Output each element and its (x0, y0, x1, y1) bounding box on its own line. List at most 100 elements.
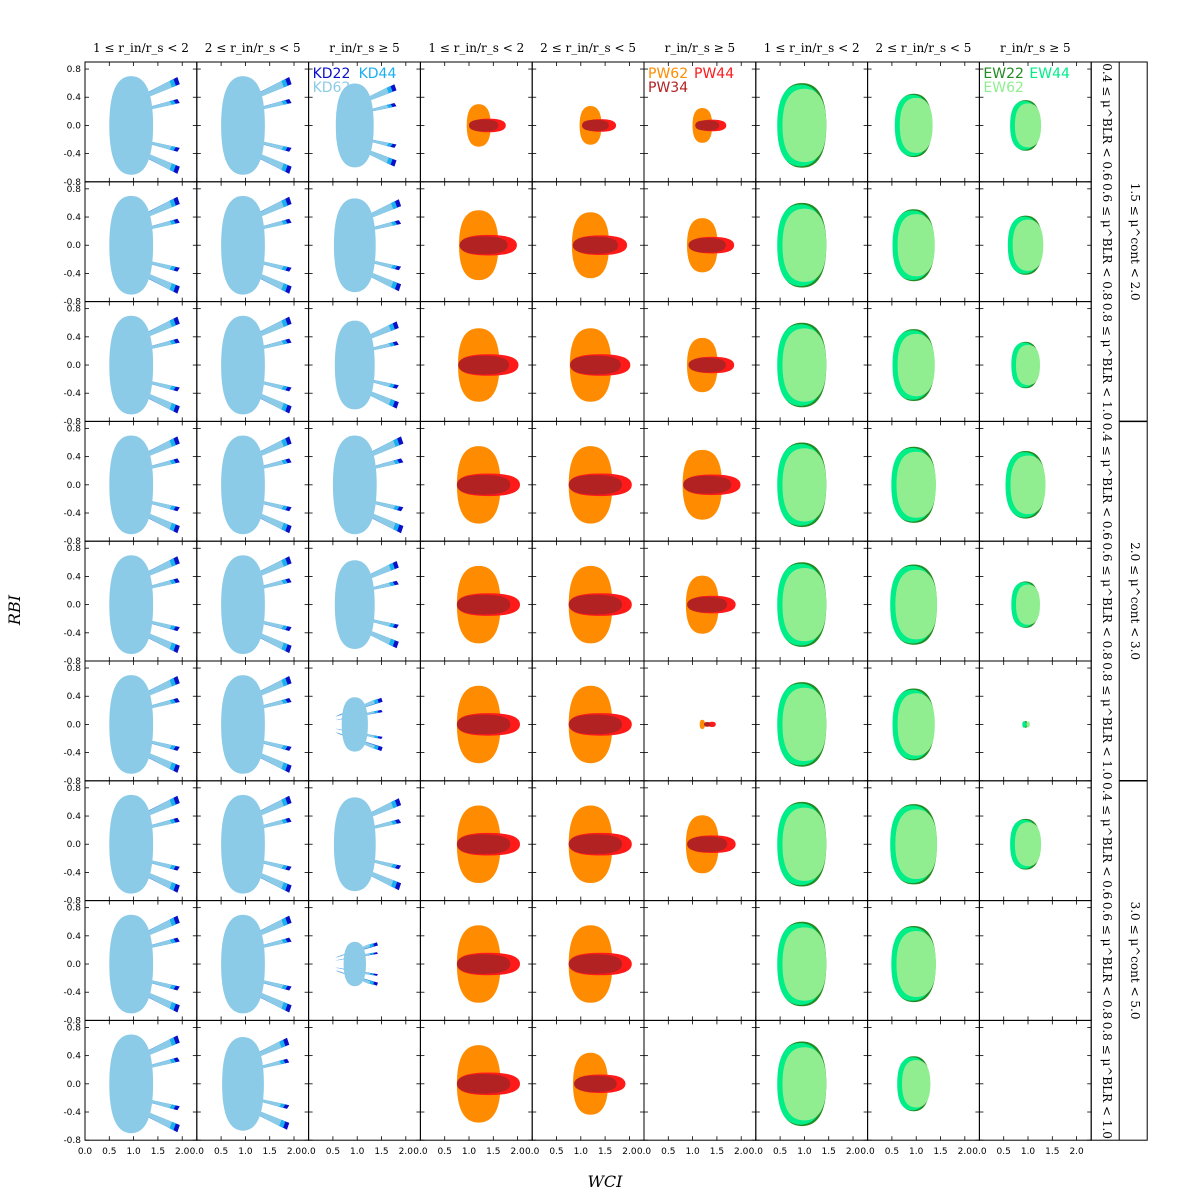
x-tick-label: 1.5 (710, 1147, 724, 1157)
y-tick-label: -0.8 (63, 417, 81, 427)
x-tick-label: 0.0 (749, 1147, 764, 1157)
y-tick-label: -0.8 (63, 657, 81, 667)
panel-r2-c7 (755, 181, 869, 303)
series-pw34-region (568, 834, 623, 855)
series-ew62-region (895, 569, 937, 640)
series-ew62-region (1016, 344, 1040, 386)
x-tick-label: 1.0 (462, 1147, 477, 1157)
panel-r5-c3 (308, 540, 421, 662)
y-tick-label: 0.4 (67, 1052, 82, 1062)
x-tick-label: 2.0 (175, 1147, 190, 1157)
y-tick-label: 0.8 (67, 544, 82, 554)
series-pw34-region (568, 594, 623, 615)
series-ew62-region (782, 328, 827, 402)
column-title: 2 ≤ r_in/r_s < 5 (205, 41, 301, 55)
panel-r5-c2 (196, 540, 310, 662)
series-pw34-region (704, 722, 711, 727)
series-ew62-region (897, 693, 935, 756)
y-tick-label: 0.8 (67, 784, 82, 794)
y-tick-label: 0.0 (67, 241, 82, 251)
row-title: 0.6 ≤ μ^BLR < 0.8 (1100, 183, 1114, 300)
y-tick-label: 0.0 (67, 840, 82, 850)
panel-r5-c8 (867, 540, 980, 662)
series-kd62-core (221, 675, 265, 774)
panel-r4-c2 (196, 420, 310, 542)
x-tick-label: 1.5 (263, 1147, 277, 1157)
series-kd62-core (333, 797, 376, 892)
panel-r5-c7 (755, 540, 869, 662)
y-tick-label: -0.4 (63, 150, 81, 160)
series-ew62-region (782, 208, 827, 282)
x-tick-label: 1.5 (822, 1147, 836, 1157)
legend-ew62: EW62 (983, 80, 1024, 96)
y-tick-label: -0.4 (63, 629, 81, 639)
x-tick-label: 1.0 (1021, 1147, 1036, 1157)
y-tick-label: -0.8 (63, 537, 81, 547)
series-kd62-core (109, 315, 154, 415)
series-ew62-region (782, 807, 827, 881)
x-tick-label: 0.0 (972, 1147, 987, 1157)
series-kd62-core (109, 794, 154, 894)
panel-r3-c6 (643, 301, 757, 422)
x-tick-label: 2.0 (399, 1147, 414, 1157)
series-kd62-core (109, 1034, 154, 1134)
legend-kd22: KD22 (313, 66, 351, 82)
panel-r2-c6 (643, 181, 757, 303)
panel-r8-c2 (196, 900, 310, 1021)
x-tick-label: 0.0 (301, 1147, 316, 1157)
series-pw34-region (568, 954, 623, 974)
panel-r9-c7 (755, 1019, 869, 1141)
x-tick-label: 0.5 (438, 1147, 452, 1157)
series-pw34-region (574, 1075, 617, 1092)
panel-r3-c8 (867, 301, 980, 422)
panel-r8-c3 (308, 900, 421, 1021)
y-tick-label: -0.8 (63, 1136, 81, 1146)
panel-r2-c1 (84, 181, 198, 303)
panel-frame (643, 1019, 757, 1141)
series-pw34-region (570, 355, 621, 375)
panel-r4-c9 (978, 420, 1092, 542)
row-title: 0.4 ≤ μ^BLR < 0.6 (1100, 423, 1114, 540)
series-pw34-region (688, 237, 726, 253)
series-kd62-core (221, 794, 265, 894)
legends: KD22 KD44 KD62 PW62 PW44 PW34 EW22 EW44 EW62 (313, 66, 1070, 96)
row-title: 0.8 ≤ μ^BLR < 1.0 (1100, 662, 1114, 779)
panel-r8-c5 (531, 900, 645, 1021)
panel-r3-c4 (419, 301, 533, 422)
x-tick-label: 2.0 (734, 1147, 749, 1157)
panel-r2-c8 (867, 181, 980, 303)
row-title: 0.6 ≤ μ^BLR < 0.8 (1100, 902, 1114, 1019)
series-pw34-region (459, 236, 508, 255)
y-axis-label: RBI (5, 594, 24, 626)
series-kd62-core (335, 83, 374, 168)
panel-r7-c3 (308, 780, 421, 902)
series-kd62-core (343, 941, 366, 987)
y-tick-label: 0.4 (67, 213, 82, 223)
y-tick-label: 0.8 (67, 185, 82, 195)
legend-pw62: PW62 (648, 66, 688, 82)
x-tick-label: 0.5 (997, 1147, 1011, 1157)
y-tick-label: 0.0 (67, 960, 82, 970)
panel-r6-c7 (755, 660, 869, 782)
panel-r7-c9 (978, 780, 1092, 902)
y-tick-label: 0.0 (67, 601, 82, 611)
series-kd62-core (109, 555, 154, 654)
x-tick-label: 1.5 (374, 1147, 388, 1157)
panel-r5-c1 (84, 540, 198, 662)
row-title: 0.8 ≤ μ^BLR < 1.0 (1100, 303, 1114, 420)
y-tick-label: -0.4 (63, 749, 81, 759)
panel-r7-c7 (755, 780, 869, 902)
y-tick-label: 0.4 (67, 812, 82, 822)
series-kd62-core (221, 555, 265, 654)
x-tick-label: 1.0 (574, 1147, 589, 1157)
panel-r7-c6 (643, 780, 757, 902)
column-title: 1 ≤ r_in/r_s < 2 (93, 41, 189, 55)
panel-r8-c1 (84, 900, 198, 1021)
row-title: 0.4 ≤ μ^BLR < 0.6 (1100, 63, 1114, 180)
legend-kd44: KD44 (359, 66, 397, 82)
y-tick-label: 0.0 (67, 361, 82, 371)
y-tick-label: 0.8 (67, 65, 82, 75)
legend-pw44: PW44 (694, 66, 734, 82)
y-tick-label: -0.8 (63, 298, 81, 308)
panel-r3-c5 (531, 301, 645, 422)
